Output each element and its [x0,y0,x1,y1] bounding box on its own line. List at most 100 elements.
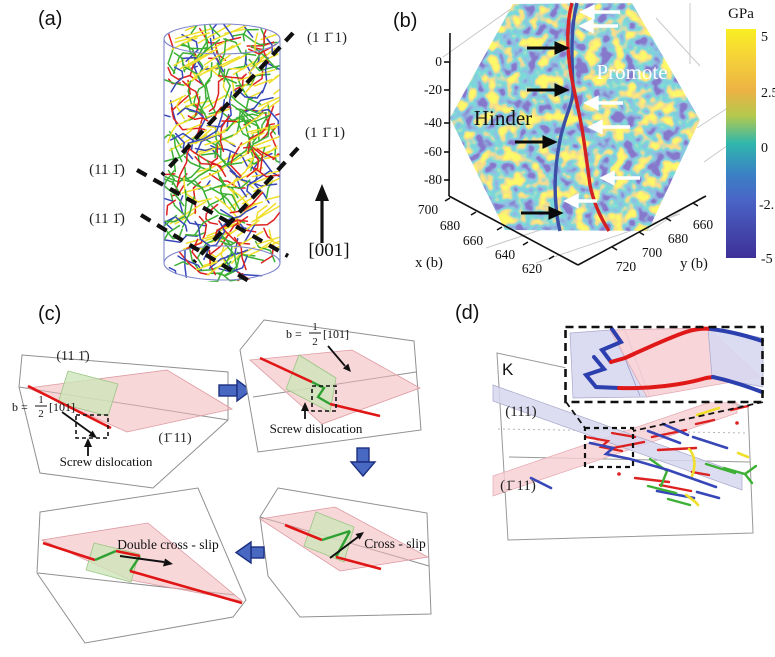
plane-label-left-lower: (11 1̄) [89,211,125,227]
loading-axis-label: [001] [308,240,349,261]
svg-text:1: 1 [312,321,318,333]
promote-annotation: Promote [596,60,667,84]
x-axis-label: x (b) [415,255,443,271]
screw-dislocation-line [27,384,112,430]
svg-text:680: 680 [440,218,461,233]
plane-label-left-upper: (11 1̄) [89,162,125,178]
svg-text:5: 5 [761,30,768,45]
svg-text:720: 720 [616,259,637,274]
svg-text:700: 700 [418,202,439,217]
svg-text:660: 660 [463,233,484,248]
plane-111 [492,384,743,491]
process-arrow-left [234,540,265,565]
panel-a-label: (a) [38,8,62,30]
plane-label-top-right: (1 1̄ 1) [307,30,347,46]
burgers-arrowhead [88,430,97,438]
svg-text:-5: -5 [761,252,773,267]
slip-trace-111bar-lower [192,146,300,264]
cross-slip-arrowhead [355,532,364,540]
svg-text:2: 2 [312,336,318,348]
hinder-arrows [515,41,570,220]
inset-dashed-border [564,325,764,404]
box3-caption: Double cross - slip [117,537,219,552]
burgers-vector-label: b = 1 2 [101] [12,394,75,420]
panel-c: (c) (11 1̄) (1̄ 11) b = 1 2 [101] Screw … [12,303,432,644]
svg-text:620: 620 [522,261,543,276]
panel-a: (a) (1 1̄ 1) (1 1̄ 1) (11 1̄) (11 1̄) [0… [38,8,350,285]
plane-label-mid-right: (1 1̄ 1) [305,125,345,141]
box2-caption: Screw dislocation [270,421,363,436]
intersection-zigzag [584,431,718,489]
dislocation-segments [529,404,758,507]
zoom-connector-left [565,401,586,429]
svg-text:-2.5: -2.5 [759,198,775,213]
svg-text:[101]: [101] [323,327,349,341]
slip-plane-traces [135,31,300,285]
loading-axis-arrow [315,184,329,243]
svg-text:b =: b = [12,400,28,414]
svg-text:-60: -60 [424,144,442,159]
highlight-dashed-box [75,414,109,439]
svg-text:660: 660 [693,217,714,232]
svg-text:[101]: [101] [49,400,75,414]
slip-trace-11bar1-lower [139,213,254,285]
cross-slip-plane [57,370,119,417]
cross-slipped-segment [311,380,331,406]
schematic-box1-screw: (11 1̄) (1̄ 11) b = 1 2 [101] Screw disl… [12,349,234,489]
svg-text:-20: -20 [424,82,442,97]
box4-caption: Cross - slip [364,536,426,551]
svg-text:0: 0 [761,141,768,156]
screw-dislocation-line2 [329,402,381,418]
slip-trace-11bar1-upper [135,168,290,258]
schematic-box3-double-cross-slip: Double cross - slip [36,487,247,644]
svg-text:b =: b = [286,327,302,341]
svg-text:640: 640 [495,247,516,262]
hinder-annotation: Hinder [474,106,532,130]
panel-c-label: (c) [38,303,61,325]
slip-trace-111bar-upper [160,31,295,177]
y-tick-labels: 720 700 680 660 [616,217,714,274]
glide-plane-label: (1̄ 11) [158,431,192,446]
schematic-box2-screw: b = 1 2 [101] Screw dislocation [239,319,422,453]
glide-plane [249,349,421,425]
plane-111-label: (111) [505,404,536,420]
svg-text:-80: -80 [424,172,442,187]
cross-slip-plane [285,354,337,413]
svg-text:1: 1 [38,394,44,406]
plane-1bar11-label: (1̄ 11) [500,478,536,494]
dislocation-tangle [164,24,280,282]
z-axis [448,32,451,197]
svg-text:0: 0 [435,54,442,69]
burgers-vector-label: b = 1 2 [101] [286,321,349,348]
process-arrow-right [218,378,253,403]
process-arrow-down [349,447,377,478]
caption-arrowhead [301,402,309,411]
double-cross-slip-arrowhead [163,558,173,567]
svg-text:-40: -40 [424,115,442,130]
magnified-inset [564,325,764,404]
x-tick-labels: 700 680 660 640 620 [418,202,543,276]
panel-d-label: (d) [455,302,479,324]
y-axis [577,195,707,266]
box1-caption: Screw dislocation [60,454,153,469]
panel-b-label: (b) [393,10,417,32]
svg-text:2: 2 [38,408,44,420]
y-axis-label: y (b) [680,256,708,272]
highlight-dashed-box [311,385,337,412]
colorbar-gradient [726,29,756,258]
burgers-arrowhead [342,363,351,372]
zoom-source-dashed-box [583,426,635,469]
x-axis [448,195,579,266]
svg-text:700: 700 [642,245,663,260]
plot-axes [444,32,707,266]
panel-d: (d) K (111) (1̄ 11) [455,302,764,541]
cross-plane-label: (11 1̄) [56,349,90,364]
screw-dislocation-line [259,356,313,384]
svg-text:680: 680 [668,231,689,246]
z-tick-labels: 0 -20 -40 -60 -80 [424,54,442,187]
zoom-connector-right [632,401,764,432]
colorbar: GPa 5 2.5 0 -2.5 -5 [726,6,775,267]
region-k-label: K [502,360,514,379]
